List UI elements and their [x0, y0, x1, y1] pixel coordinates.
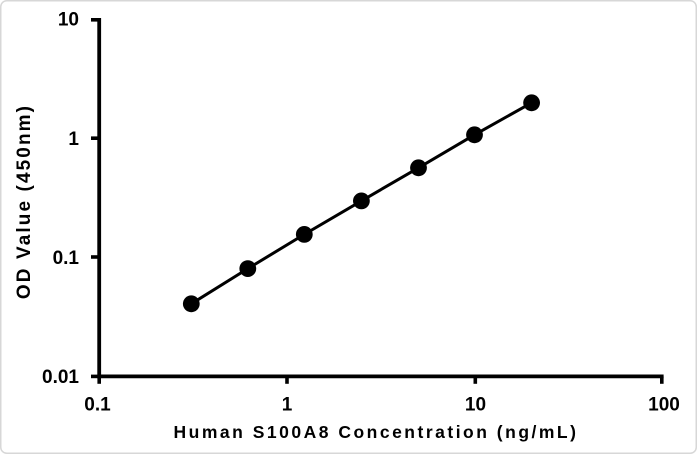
- svg-text:OD Value (450nm): OD Value (450nm): [14, 104, 35, 299]
- svg-text:1: 1: [282, 394, 293, 415]
- svg-text:10: 10: [58, 10, 79, 31]
- svg-text:0.1: 0.1: [53, 248, 80, 269]
- svg-text:0.01: 0.01: [42, 367, 79, 388]
- svg-text:100: 100: [648, 394, 680, 415]
- svg-text:10: 10: [465, 394, 486, 415]
- svg-text:Human S100A8 Concentration (ng: Human S100A8 Concentration (ng/mL): [174, 422, 579, 442]
- svg-text:0.1: 0.1: [84, 394, 111, 415]
- svg-text:1: 1: [68, 129, 79, 150]
